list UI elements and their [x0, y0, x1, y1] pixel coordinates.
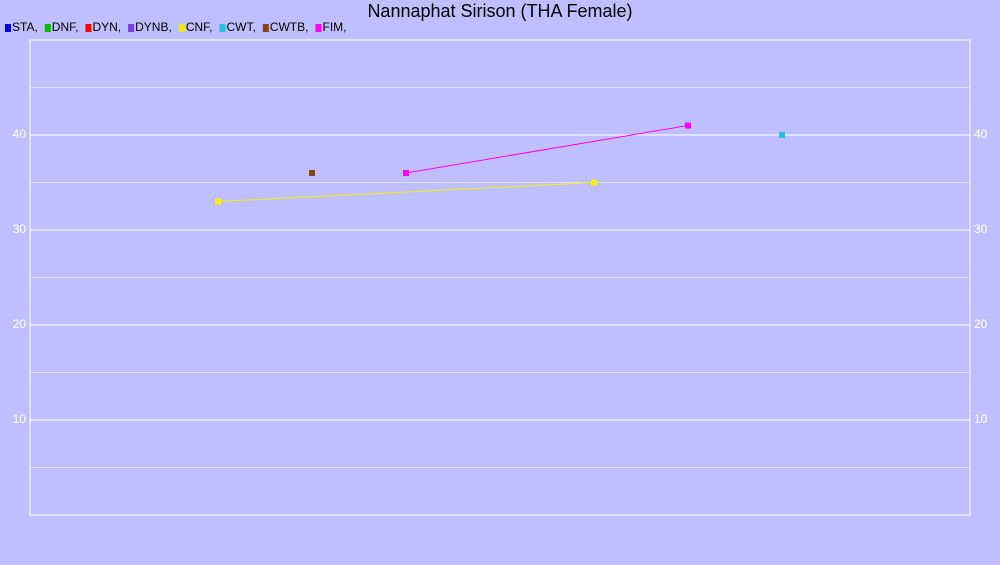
y2-tick-label: 10: [974, 412, 988, 426]
legend-swatch: [128, 24, 135, 32]
y-tick-label: 40: [13, 127, 27, 141]
point: [779, 132, 785, 138]
plot-area: [29, 39, 971, 516]
legend-label: DNF,: [52, 20, 79, 34]
point: [309, 170, 315, 176]
legend-label: DYN,: [92, 20, 121, 34]
legend-label: CNF,: [186, 20, 213, 34]
legend-swatch: [85, 24, 92, 32]
legend-swatch: [262, 24, 269, 32]
series-line: [405, 125, 689, 174]
y2-tick-label: 20: [974, 317, 988, 331]
legend-swatch: [178, 24, 185, 32]
y-tick-label: 10: [13, 412, 27, 426]
legend-swatch: [44, 24, 51, 32]
legend-label: CWTB,: [270, 20, 309, 34]
legend-label: FIM,: [322, 20, 346, 34]
y2-tick-label: 40: [974, 127, 988, 141]
point: [685, 122, 691, 129]
legend-swatch: [5, 24, 11, 32]
legend-label: CWT,: [226, 20, 255, 34]
legend-swatch: [315, 24, 322, 32]
point: [403, 170, 409, 176]
legend-label: STA,: [12, 20, 38, 34]
y-tick-label: 30: [13, 222, 27, 236]
point: [591, 179, 597, 186]
y2-tick-label: 30: [974, 222, 988, 236]
legend-swatch: [219, 24, 226, 32]
series-line: [217, 182, 595, 202]
legend-label: DYNB,: [135, 20, 172, 34]
y-tick-label: 20: [13, 317, 27, 331]
point: [215, 198, 221, 205]
chart-title: Nannaphat Sirison (THA Female): [367, 1, 632, 21]
